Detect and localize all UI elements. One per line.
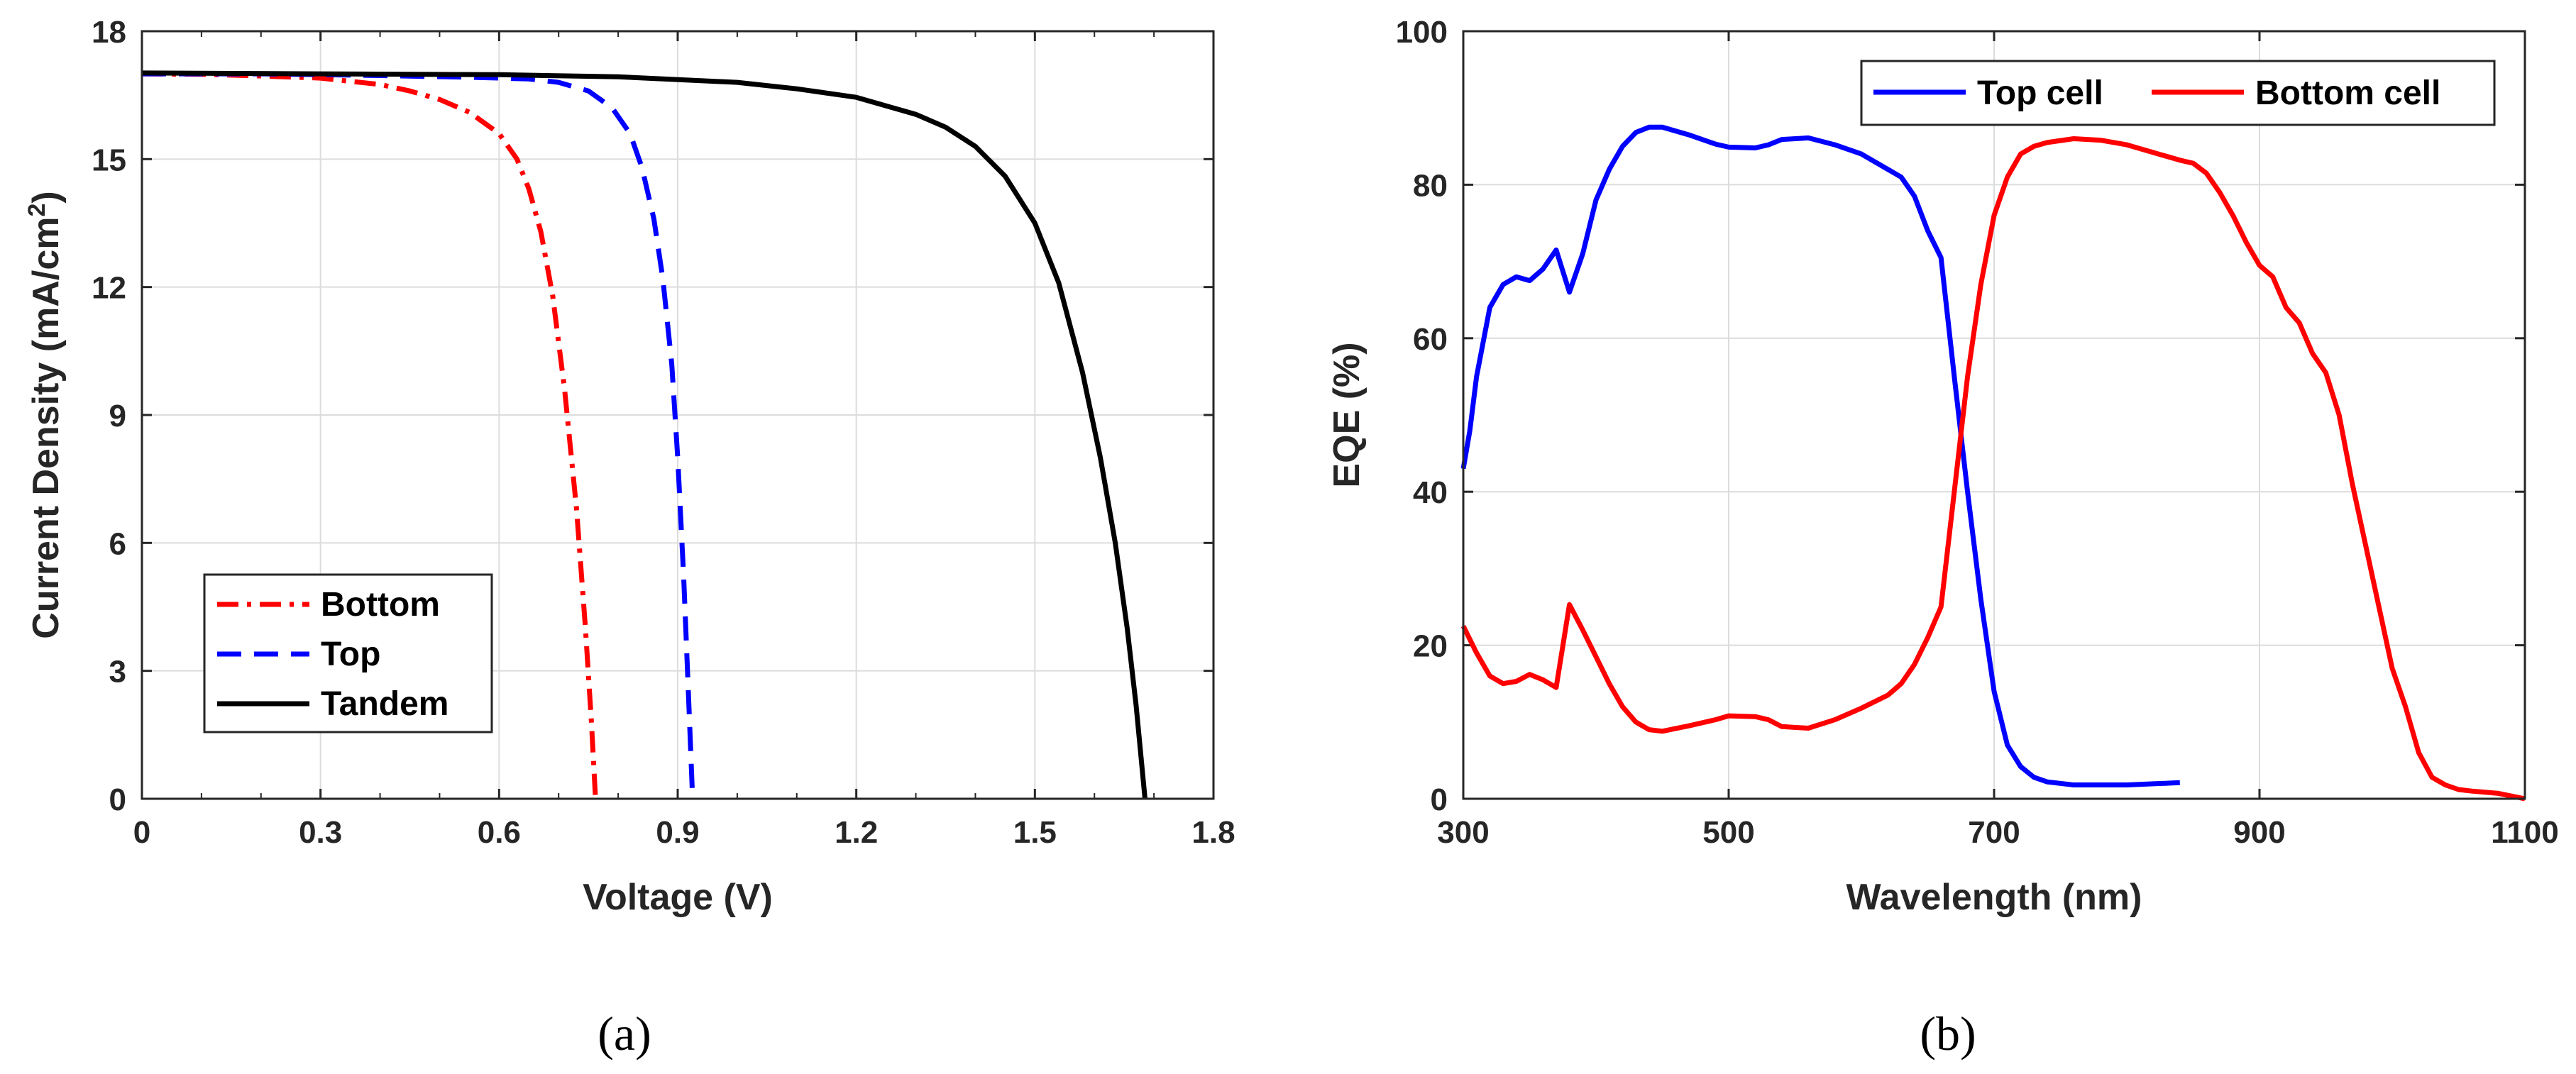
- chart-a-x-tick-label: 0.6: [478, 815, 521, 850]
- chart-a-x-tick-label: 0: [133, 815, 150, 850]
- chart-b-x-tick-label: 500: [1702, 815, 1754, 850]
- series-line-bottom: [141, 71, 598, 799]
- chart-b-y-tick-label: 20: [1413, 629, 1448, 664]
- chart-a-y-tick-label: 18: [92, 15, 126, 50]
- chart-b-y-tick-label: 80: [1413, 168, 1448, 203]
- chart-b-y-tick-label: 60: [1413, 322, 1448, 357]
- chart-a-y-tick-label: 6: [109, 526, 126, 561]
- chart-b-x-axis-label: Wavelength (nm): [1846, 877, 2142, 918]
- series-line-top-cell: [1460, 124, 2180, 787]
- chart-b-y-axis-label: EQE (%): [1326, 342, 1367, 487]
- legend-label-top-cell: Top cell: [1977, 74, 2103, 112]
- legend-label-bottom: Bottom: [321, 586, 440, 624]
- legend-label-top: Top: [321, 636, 380, 673]
- chart-b-y-tick-label: 100: [1396, 15, 1448, 50]
- chart-a-x-tick-label: 1.5: [1013, 815, 1057, 850]
- chart-a-y-tick-labels: 0 3 6 9 12 15 18: [92, 15, 126, 817]
- chart-b-x-tick-label: 300: [1437, 815, 1489, 850]
- legend-label-bottom-cell: Bottom cell: [2255, 74, 2440, 112]
- chart-b-x-tick-label: 700: [1968, 815, 2020, 850]
- chart-b-x-tick-labels: 300 500 700 900 1100: [1437, 815, 2558, 850]
- caption-a: (a): [598, 1007, 651, 1061]
- chart-b-y-tick-label: 40: [1413, 475, 1448, 510]
- chart-a-legend: Bottom Top Tandem: [203, 573, 493, 733]
- series-line-tandem: [141, 70, 1147, 799]
- chart-a: 0 0.3 0.6 0.9 1.2 1.5 1.8 0 3 6 9 12 15 18 Voltage (…: [23, 15, 1235, 1061]
- chart-a-x-tick-label: 1.2: [835, 815, 878, 850]
- chart-a-x-tick-label: 0.9: [656, 815, 699, 850]
- chart-a-axes-box: [141, 30, 1215, 800]
- chart-a-y-tick-label: 3: [109, 655, 126, 690]
- chart-b-x-tick-label: 1100: [2491, 815, 2558, 850]
- series-line-bottom-cell: [1460, 136, 2526, 802]
- chart-a-y-tick-label: 15: [92, 143, 126, 177]
- chart-b-axes-box: [1462, 30, 2526, 800]
- chart-a-y-tick-label: 12: [92, 271, 126, 306]
- chart-a-x-axis-label: Voltage (V): [583, 877, 773, 918]
- chart-a-y-tick-label: 0: [109, 782, 126, 817]
- chart-b-y-tick-labels: 0 20 40 60 80 100: [1396, 15, 1448, 817]
- chart-b: 300 500 700 900 1100 0 20 40 60 80 100 Wavelength…: [1326, 15, 2559, 1061]
- chart-b-series: [1460, 124, 2526, 802]
- chart-a-y-tick-label: 9: [109, 399, 126, 433]
- chart-a-x-tick-label: 1.8: [1191, 815, 1235, 850]
- chart-a-y-axis-label: Current Density (mA/cm2): [23, 191, 67, 638]
- chart-b-x-tick-label: 900: [2233, 815, 2285, 850]
- legend-label-tandem: Tandem: [321, 685, 448, 723]
- chart-b-legend: Top cell Bottom cell: [1860, 60, 2496, 126]
- chart-a-series: [141, 70, 1147, 799]
- chart-b-y-tick-label: 0: [1431, 782, 1448, 817]
- chart-a-x-tick-label: 0.3: [299, 815, 342, 850]
- chart-a-x-tick-labels: 0 0.3 0.6 0.9 1.2 1.5 1.8: [133, 815, 1235, 850]
- caption-b: (b): [1920, 1007, 1976, 1061]
